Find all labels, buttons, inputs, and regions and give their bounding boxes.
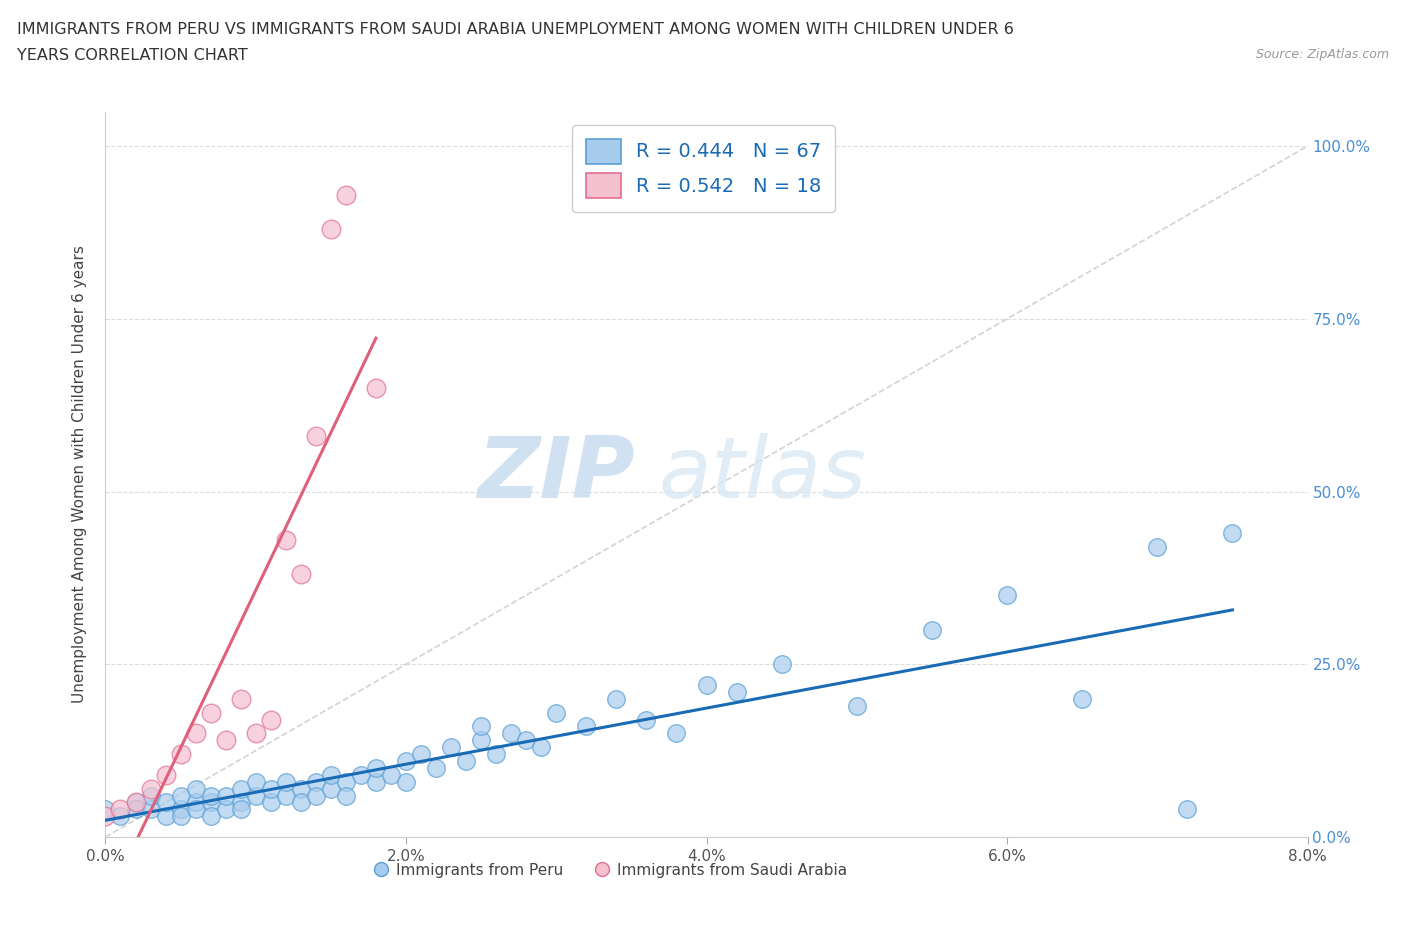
Point bbox=[155, 795, 177, 810]
Point bbox=[184, 795, 207, 810]
Point bbox=[470, 719, 492, 734]
Point bbox=[395, 775, 418, 790]
Point bbox=[155, 809, 177, 824]
Legend: Immigrants from Peru, Immigrants from Saudi Arabia: Immigrants from Peru, Immigrants from Sa… bbox=[367, 857, 853, 884]
Point bbox=[245, 775, 267, 790]
Point bbox=[200, 788, 222, 803]
Point bbox=[335, 187, 357, 202]
Point bbox=[290, 567, 312, 582]
Point bbox=[335, 775, 357, 790]
Point bbox=[546, 705, 568, 720]
Point bbox=[575, 719, 598, 734]
Point bbox=[319, 781, 342, 796]
Point bbox=[696, 678, 718, 693]
Point bbox=[364, 775, 387, 790]
Point bbox=[200, 705, 222, 720]
Point bbox=[169, 809, 191, 824]
Point bbox=[139, 781, 162, 796]
Point bbox=[530, 739, 553, 754]
Point bbox=[440, 739, 463, 754]
Point bbox=[364, 761, 387, 776]
Point bbox=[770, 657, 793, 671]
Point bbox=[636, 712, 658, 727]
Point bbox=[319, 767, 342, 782]
Point bbox=[184, 802, 207, 817]
Point bbox=[274, 788, 297, 803]
Point bbox=[155, 767, 177, 782]
Point bbox=[94, 802, 117, 817]
Text: atlas: atlas bbox=[658, 432, 866, 516]
Point bbox=[124, 802, 146, 817]
Point bbox=[169, 788, 191, 803]
Point bbox=[845, 698, 868, 713]
Point bbox=[456, 753, 478, 768]
Point bbox=[110, 809, 132, 824]
Point bbox=[409, 747, 432, 762]
Point bbox=[995, 588, 1018, 603]
Point bbox=[229, 802, 252, 817]
Point bbox=[94, 809, 117, 824]
Point bbox=[1177, 802, 1199, 817]
Point bbox=[110, 802, 132, 817]
Point bbox=[725, 684, 748, 699]
Point bbox=[501, 726, 523, 741]
Text: YEARS CORRELATION CHART: YEARS CORRELATION CHART bbox=[17, 48, 247, 63]
Text: Source: ZipAtlas.com: Source: ZipAtlas.com bbox=[1256, 48, 1389, 61]
Text: ZIP: ZIP bbox=[477, 432, 634, 516]
Point bbox=[305, 429, 328, 444]
Point bbox=[350, 767, 373, 782]
Point bbox=[485, 747, 508, 762]
Point bbox=[1071, 691, 1094, 706]
Y-axis label: Unemployment Among Women with Children Under 6 years: Unemployment Among Women with Children U… bbox=[72, 246, 87, 703]
Point bbox=[1146, 539, 1168, 554]
Point bbox=[245, 788, 267, 803]
Point bbox=[139, 802, 162, 817]
Point bbox=[124, 795, 146, 810]
Point bbox=[335, 788, 357, 803]
Point bbox=[139, 788, 162, 803]
Point bbox=[200, 809, 222, 824]
Point bbox=[169, 802, 191, 817]
Point bbox=[260, 712, 283, 727]
Point bbox=[515, 733, 537, 748]
Point bbox=[305, 788, 328, 803]
Point bbox=[260, 781, 283, 796]
Point bbox=[274, 775, 297, 790]
Point bbox=[605, 691, 627, 706]
Point bbox=[214, 788, 236, 803]
Point bbox=[214, 733, 236, 748]
Point bbox=[921, 622, 943, 637]
Point bbox=[380, 767, 402, 782]
Point bbox=[260, 795, 283, 810]
Point bbox=[245, 726, 267, 741]
Point bbox=[665, 726, 688, 741]
Point bbox=[229, 781, 252, 796]
Point bbox=[425, 761, 447, 776]
Point bbox=[290, 781, 312, 796]
Point bbox=[470, 733, 492, 748]
Point bbox=[319, 221, 342, 236]
Point bbox=[274, 533, 297, 548]
Point bbox=[1222, 525, 1244, 540]
Point bbox=[395, 753, 418, 768]
Point bbox=[364, 380, 387, 395]
Point bbox=[124, 795, 146, 810]
Point bbox=[184, 781, 207, 796]
Point bbox=[229, 691, 252, 706]
Point bbox=[184, 726, 207, 741]
Point bbox=[290, 795, 312, 810]
Point bbox=[214, 802, 236, 817]
Text: IMMIGRANTS FROM PERU VS IMMIGRANTS FROM SAUDI ARABIA UNEMPLOYMENT AMONG WOMEN WI: IMMIGRANTS FROM PERU VS IMMIGRANTS FROM … bbox=[17, 22, 1014, 37]
Point bbox=[200, 795, 222, 810]
Point bbox=[169, 747, 191, 762]
Point bbox=[305, 775, 328, 790]
Point bbox=[229, 795, 252, 810]
